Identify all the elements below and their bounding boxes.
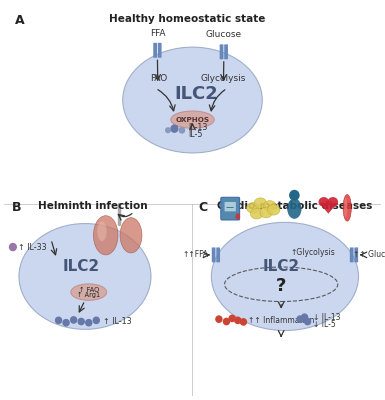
Text: ↑↑ Glucose: ↑↑ Glucose xyxy=(353,250,385,259)
Ellipse shape xyxy=(236,213,240,220)
Text: Healthy homeostatic state: Healthy homeostatic state xyxy=(109,14,266,24)
FancyBboxPatch shape xyxy=(224,202,236,211)
FancyBboxPatch shape xyxy=(216,248,220,262)
Circle shape xyxy=(78,318,84,325)
Circle shape xyxy=(93,317,99,324)
Text: ↑ Arg1: ↑ Arg1 xyxy=(77,292,100,298)
Ellipse shape xyxy=(260,207,272,218)
Text: ILC2: ILC2 xyxy=(63,259,100,274)
Ellipse shape xyxy=(268,204,280,215)
Ellipse shape xyxy=(287,198,301,219)
Circle shape xyxy=(70,317,77,323)
Circle shape xyxy=(166,128,170,132)
Circle shape xyxy=(240,319,246,325)
Ellipse shape xyxy=(328,197,338,207)
Circle shape xyxy=(297,316,303,322)
FancyBboxPatch shape xyxy=(158,43,162,58)
Ellipse shape xyxy=(211,222,358,330)
Text: ↑Glycolysis: ↑Glycolysis xyxy=(291,248,336,258)
Text: ?: ? xyxy=(276,277,286,295)
Circle shape xyxy=(235,317,241,324)
Circle shape xyxy=(289,190,300,201)
Ellipse shape xyxy=(343,194,352,221)
FancyBboxPatch shape xyxy=(153,43,157,58)
Text: Cardio-metabolic diseases: Cardio-metabolic diseases xyxy=(217,201,372,211)
Text: ↓ IL-5: ↓ IL-5 xyxy=(313,320,336,329)
Circle shape xyxy=(223,318,229,325)
Ellipse shape xyxy=(94,216,118,255)
FancyBboxPatch shape xyxy=(220,44,223,59)
Ellipse shape xyxy=(97,222,107,241)
FancyBboxPatch shape xyxy=(224,44,228,59)
Circle shape xyxy=(55,317,62,324)
Text: ↑↑ Inflammation: ↑↑ Inflammation xyxy=(248,316,314,325)
Circle shape xyxy=(179,128,184,133)
Ellipse shape xyxy=(171,111,214,128)
Text: IL-5: IL-5 xyxy=(188,130,203,139)
Text: ILC2: ILC2 xyxy=(263,259,300,274)
Text: Glucose: Glucose xyxy=(206,30,242,39)
Circle shape xyxy=(229,315,235,322)
FancyBboxPatch shape xyxy=(221,197,239,220)
Ellipse shape xyxy=(344,198,347,218)
FancyBboxPatch shape xyxy=(212,248,216,262)
Circle shape xyxy=(301,314,308,320)
Circle shape xyxy=(63,320,69,326)
Ellipse shape xyxy=(19,224,151,329)
Ellipse shape xyxy=(120,218,142,253)
Ellipse shape xyxy=(318,197,329,207)
Text: ILC2: ILC2 xyxy=(174,85,218,103)
Text: FFA: FFA xyxy=(150,29,165,38)
Ellipse shape xyxy=(71,284,107,300)
Circle shape xyxy=(171,125,178,132)
Polygon shape xyxy=(319,203,337,214)
Text: OXPHOS: OXPHOS xyxy=(176,117,209,123)
Text: C: C xyxy=(198,201,207,214)
Text: ↑ IL-13: ↑ IL-13 xyxy=(103,317,132,326)
Text: ↑ IL-33: ↑ IL-33 xyxy=(18,242,47,252)
FancyBboxPatch shape xyxy=(350,248,353,262)
Ellipse shape xyxy=(254,198,267,208)
FancyBboxPatch shape xyxy=(354,248,358,262)
Circle shape xyxy=(86,320,92,326)
Text: B: B xyxy=(12,201,21,214)
Text: IL-13: IL-13 xyxy=(188,123,208,132)
Text: ↓ IL-13: ↓ IL-13 xyxy=(313,313,341,322)
Circle shape xyxy=(216,316,222,322)
Text: ↑ FAO: ↑ FAO xyxy=(79,287,99,293)
Text: A: A xyxy=(15,14,25,27)
Text: FAO: FAO xyxy=(150,74,167,83)
Text: Helminth infection: Helminth infection xyxy=(38,201,147,211)
Circle shape xyxy=(305,318,311,325)
Text: ↑↑FFA: ↑↑FFA xyxy=(182,250,208,259)
Circle shape xyxy=(10,244,16,250)
Ellipse shape xyxy=(247,202,259,213)
Text: −−: −− xyxy=(226,204,235,209)
Text: Glycolysis: Glycolysis xyxy=(201,74,246,83)
Ellipse shape xyxy=(250,208,263,219)
Ellipse shape xyxy=(264,200,276,211)
Ellipse shape xyxy=(123,47,262,153)
